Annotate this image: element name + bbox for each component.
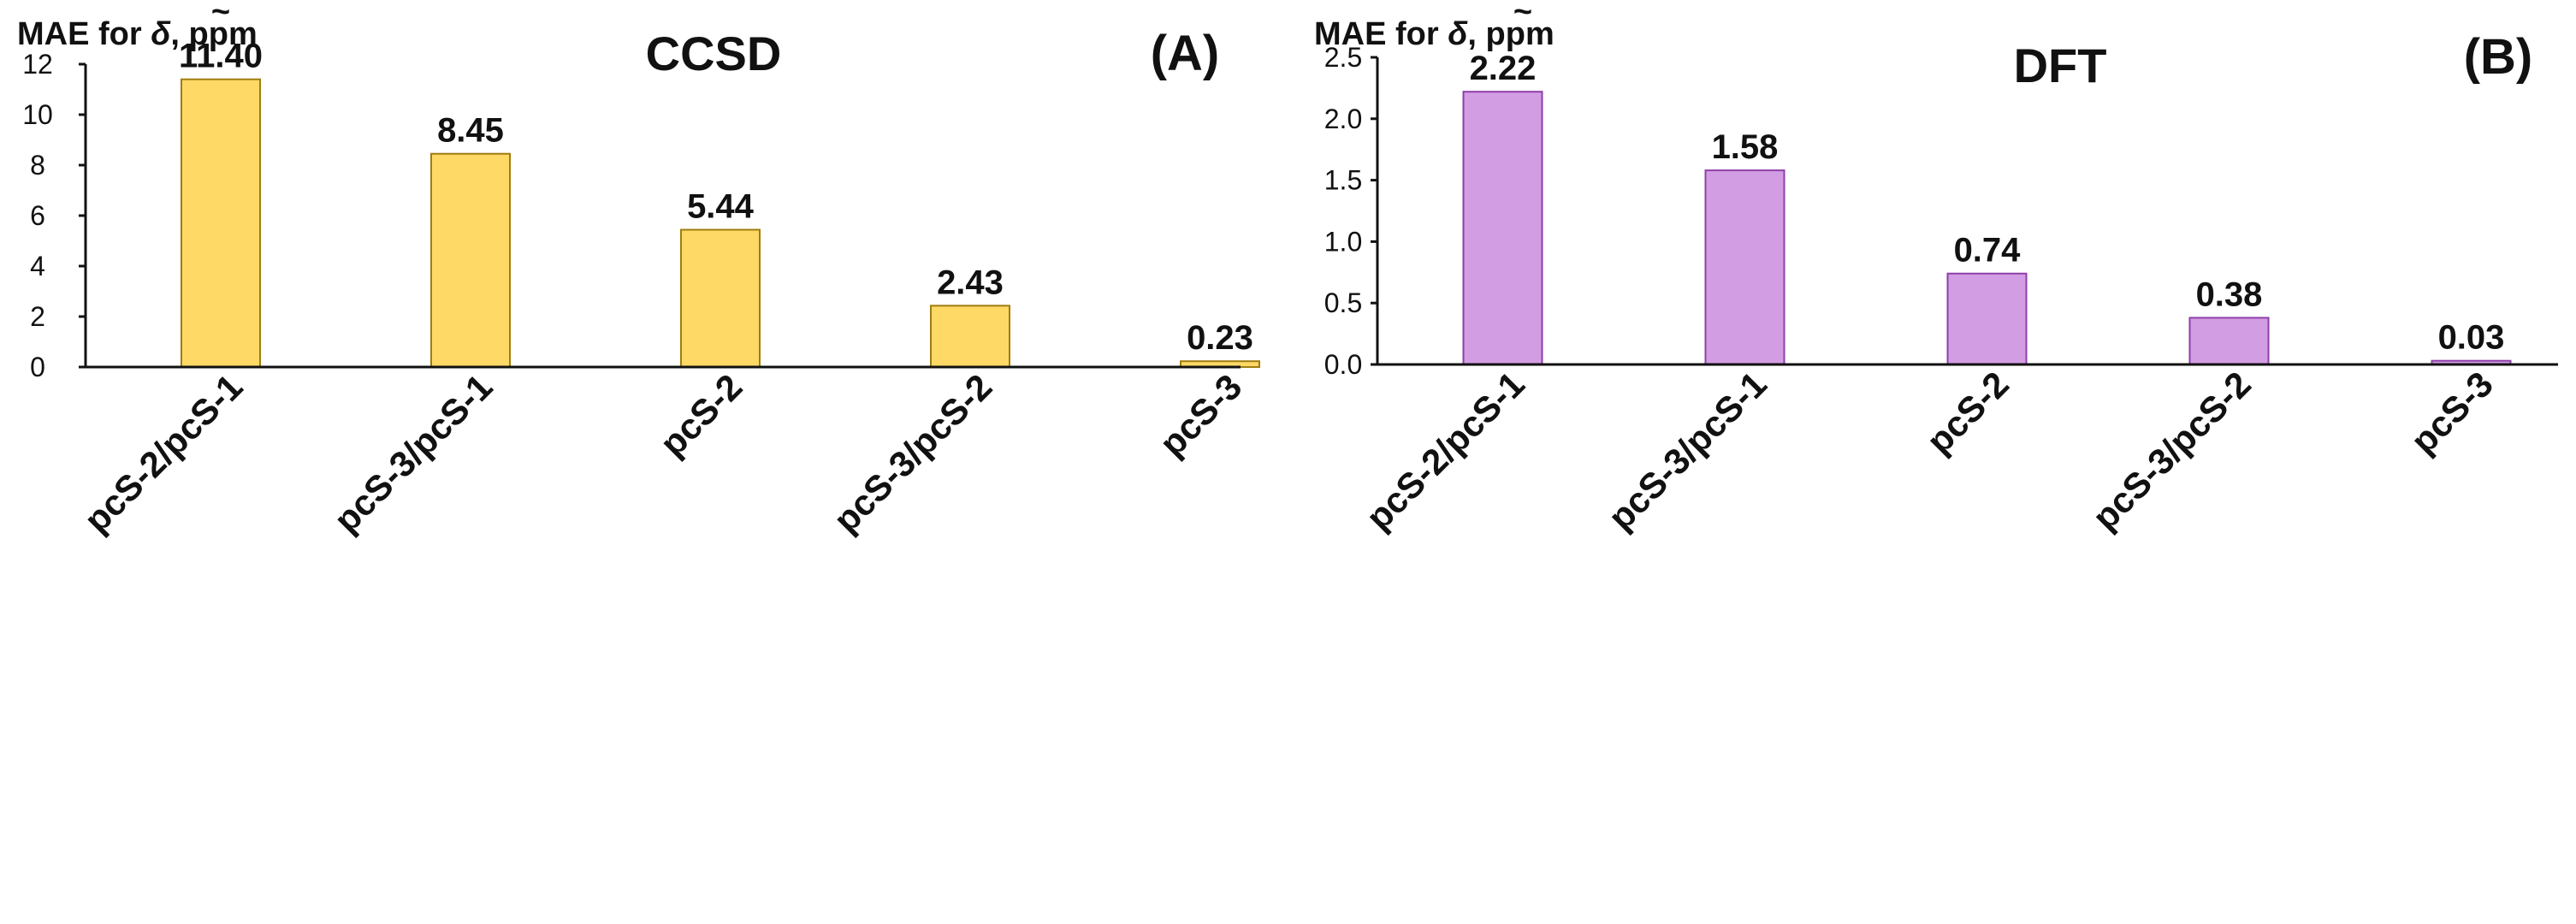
y-tick-label: 2.5 [1324,42,1362,73]
y-tick-label: 2 [30,301,45,332]
y-tick-label: 8 [30,150,45,181]
y-tick-label: 0.5 [1324,287,1362,318]
y-tick-label: 1.5 [1324,165,1362,196]
chart-panel-dft: MAE for δ, ppm ~ DFT (B) 0.0 0.5 1.0 1.5 2.0… [1314,0,2558,537]
chart-title: DFT [2014,38,2107,92]
panel-label: (A) [1151,26,1220,81]
y-axis-ticks: 0.0 0.5 1.0 1.5 2.0 2.5 [1324,42,1377,380]
y-axis-label: MAE for δ, ppm [17,16,258,52]
x-axis-labels: pcS-2/pcS-1 pcS-3/pcS-1 pcS-2 pcS-3/pcS-2 pc… [1359,364,2501,537]
data-label: 2.22 [1470,50,1537,87]
y-axis-label: MAE for δ, ppm [1314,16,1554,52]
x-tick-label: pcS-3/pcS-1 [326,366,500,540]
x-tick-label: pcS-2 [652,366,749,464]
bar-series [1462,91,2512,366]
x-tick-label: pcS-3 [1152,366,1249,464]
y-tick-label: 12 [22,49,53,80]
data-label: 5.44 [687,188,755,226]
x-tick-label: pcS-3/pcS-2 [826,366,999,540]
y-tick-label: 4 [30,251,45,281]
x-tick-label: pcS-2/pcS-1 [1359,364,1532,537]
data-label: 0.23 [1187,319,1253,357]
y-tick-label: 0.0 [1324,349,1362,380]
data-label: 2.43 [937,264,1004,301]
y-axis-label-accent: ~ [211,0,230,30]
y-axis-label-accent: ~ [1513,0,1532,30]
y-tick-label: 1.0 [1324,226,1362,257]
bar [181,78,261,368]
data-labels: 11.40 8.45 5.44 2.43 0.23 [179,38,1253,358]
chart-title: CCSD [646,27,782,80]
data-label: 0.74 [1954,232,2022,270]
bar [930,305,1010,368]
x-tick-label: pcS-3 [2403,364,2501,461]
data-label: 1.58 [1712,128,1779,166]
bar [680,228,761,368]
x-tick-label: pcS-2/pcS-1 [76,366,250,540]
x-axis-labels: pcS-2/pcS-1 pcS-3/pcS-1 pcS-2 pcS-3/pcS-2 pc… [76,366,1249,540]
bar-series [181,78,1260,368]
bar [1946,272,2028,365]
bar [2188,317,2270,366]
chart-panel-ccsd: MAE for δ, ppm ~ CCSD (A) 0 2 4 6 8 10 12 11.4… [17,0,1260,540]
y-axis-ticks: 0 2 4 6 8 10 12 [22,49,86,382]
data-labels: 2.22 1.58 0.74 0.38 0.03 [1470,50,2505,356]
panel-label: (B) [2464,29,2533,85]
y-tick-label: 2.0 [1324,104,1362,134]
y-tick-label: 6 [30,200,45,231]
x-tick-label: pcS-3/pcS-1 [1601,364,1774,537]
bar [1462,91,1543,365]
data-label: 8.45 [437,112,504,150]
bar [430,152,511,368]
bar [1704,169,1785,365]
data-label: 11.40 [179,38,263,75]
y-tick-label: 10 [22,99,53,130]
data-label: 0.38 [2196,275,2263,313]
x-tick-label: pcS-2 [1919,364,2016,461]
x-tick-label: pcS-3/pcS-2 [2085,364,2259,537]
y-tick-label: 0 [30,352,45,382]
data-label: 0.03 [2438,319,2505,357]
